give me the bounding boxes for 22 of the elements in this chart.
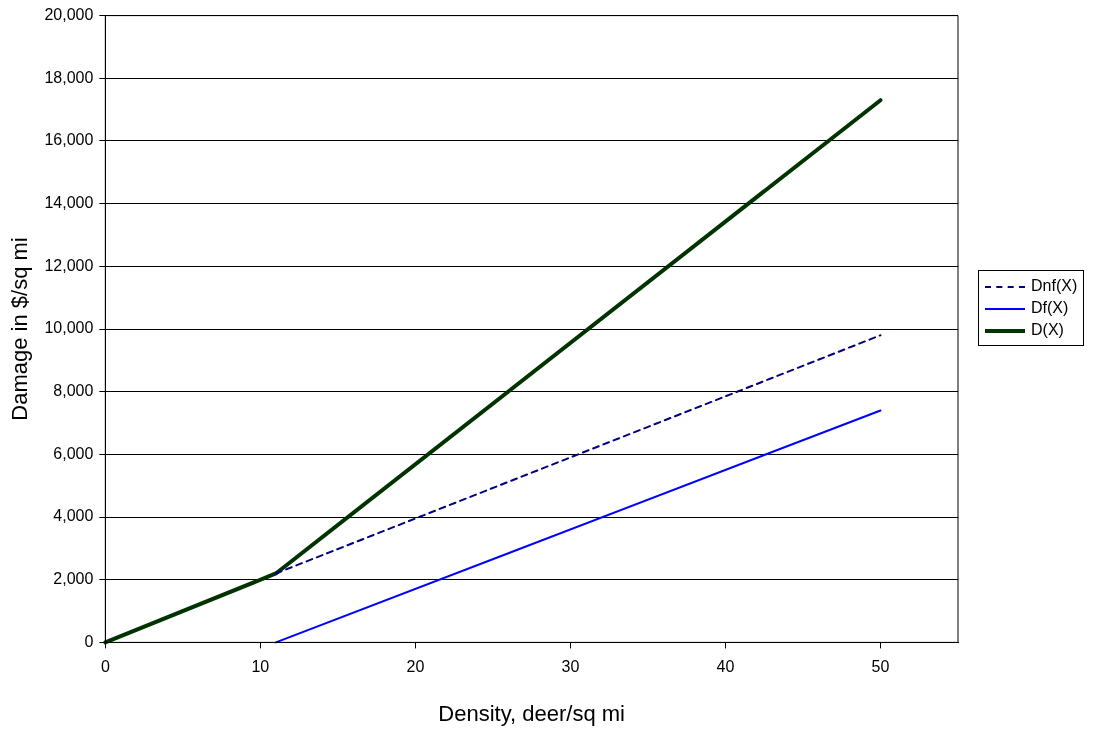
y-tick-label: 20,000: [44, 6, 94, 24]
y-tick-label: 18,000: [44, 68, 94, 86]
x-axis-title: Density, deer/sq mi: [438, 700, 625, 726]
y-axis-title: Damage in $/sq mi: [7, 237, 33, 421]
y-tick-label: 6,000: [53, 444, 94, 462]
y-tick-label: 4,000: [53, 507, 94, 525]
legend-label: Df(X): [1030, 298, 1070, 318]
y-tick-label: 2,000: [53, 570, 94, 588]
legend-label: D(X): [1030, 320, 1065, 340]
x-tick-label: 0: [100, 658, 110, 676]
y-tick-label: 14,000: [44, 194, 94, 212]
x-tick-label: 20: [406, 658, 425, 676]
y-tick-label: 16,000: [44, 131, 94, 149]
x-tick-label: 30: [561, 658, 580, 676]
x-tick-label: 40: [716, 658, 735, 676]
y-tick-label: 0: [84, 632, 94, 650]
y-tick-label: 10,000: [44, 319, 94, 337]
legend-label: Dnf(X): [1030, 276, 1078, 296]
y-tick-label: 12,000: [44, 256, 94, 274]
x-tick-label: 50: [871, 658, 890, 676]
y-tick-label: 8,000: [53, 382, 94, 400]
x-tick-label: 10: [251, 658, 270, 676]
